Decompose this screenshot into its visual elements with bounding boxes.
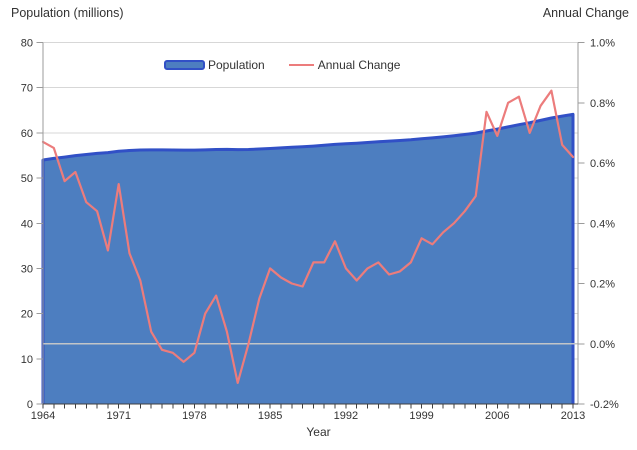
right-axis-tick-label: 0.8% bbox=[590, 98, 615, 110]
legend-item-population: Population bbox=[164, 58, 265, 72]
legend-item-annual-change: Annual Change bbox=[288, 58, 401, 72]
x-axis-tick-label: 1971 bbox=[106, 410, 130, 422]
right-axis-tick-label: 0.4% bbox=[590, 218, 615, 230]
right-axis-tick-label: -0.2% bbox=[590, 399, 619, 411]
left-axis-title: Population (millions) bbox=[11, 6, 124, 20]
population-area-border bbox=[41, 112, 575, 404]
right-axis-title: Annual Change bbox=[542, 6, 629, 20]
left-axis-tick-label: 50 bbox=[21, 173, 33, 185]
population-area-swatch bbox=[164, 60, 205, 70]
right-axis-tick-label: 0.6% bbox=[590, 158, 615, 170]
x-axis-tick-label: 1992 bbox=[334, 410, 358, 422]
population-area bbox=[43, 114, 573, 405]
x-axis-title: Year bbox=[306, 425, 331, 439]
left-axis-tick-label: 70 bbox=[21, 83, 33, 95]
left-axis-tick-label: 0 bbox=[27, 399, 33, 411]
x-axis-tick-label: 1985 bbox=[258, 410, 282, 422]
x-axis-tick-label: 1964 bbox=[31, 410, 55, 422]
left-axis-tick-label: 30 bbox=[21, 263, 33, 275]
x-axis-tick-label: 1999 bbox=[409, 410, 433, 422]
x-axis-tick-label: 2006 bbox=[485, 410, 509, 422]
right-axis-tick-label: 0.2% bbox=[590, 279, 615, 291]
right-axis-tick-label: 1.0% bbox=[590, 38, 615, 50]
legend-label-population: Population bbox=[208, 58, 265, 72]
x-axis-tick-label: 1978 bbox=[182, 410, 206, 422]
x-axis-tick-label: 2013 bbox=[561, 410, 585, 422]
left-axis-tick-label: 80 bbox=[21, 38, 33, 50]
legend-label-annual-change: Annual Change bbox=[317, 58, 401, 72]
left-axis-tick-label: 60 bbox=[21, 128, 33, 140]
left-axis-tick-label: 40 bbox=[21, 218, 33, 230]
left-axis-tick-label: 20 bbox=[21, 309, 33, 321]
annual-change-line bbox=[41, 89, 575, 384]
left-axis-tick-label: 10 bbox=[21, 354, 33, 366]
legend: Population Annual Change bbox=[164, 58, 400, 72]
right-axis-tick-label: 0.0% bbox=[590, 339, 615, 351]
annual-change-line-swatch bbox=[288, 64, 314, 66]
